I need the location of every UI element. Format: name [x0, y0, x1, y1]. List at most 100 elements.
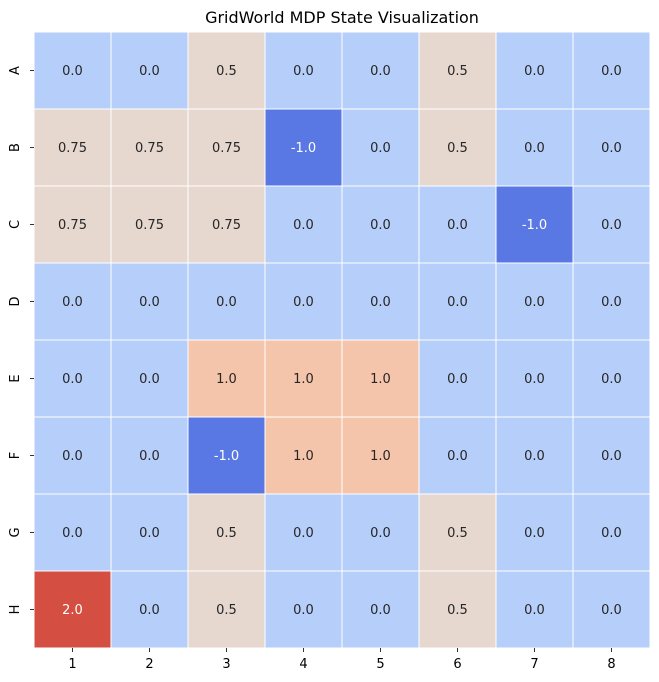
x-axis-ticks: 1 2 3 4 5 6 7 8: [68, 648, 616, 672]
cell-value-label: 0.0: [370, 64, 391, 79]
heatmap-cell: [495, 493, 574, 572]
cell-value-label: 0.0: [447, 449, 468, 464]
cell-value-label: 1.0: [370, 449, 391, 464]
cell-value-label: 0.0: [447, 372, 468, 387]
y-tick-label: C: [8, 220, 23, 229]
cell-value-label: 0.0: [139, 372, 160, 387]
x-tick-label: 8: [607, 657, 615, 672]
cell-value-label: 0.0: [293, 603, 314, 618]
heatmap-cell: [418, 108, 497, 187]
cell-value-label: 0.0: [62, 64, 83, 79]
y-tick-label: B: [8, 143, 23, 152]
heatmap-cell: [187, 416, 266, 495]
cell-value-label: 0.5: [447, 526, 468, 541]
heatmap-cell: [495, 262, 574, 341]
heatmap-cell: [572, 185, 651, 264]
heatmap-cell: [187, 493, 266, 572]
cell-value-label: 0.75: [212, 218, 241, 233]
cell-value-label: 0.0: [447, 295, 468, 310]
heatmap-cell: [341, 339, 420, 418]
cell-value-label: 1.0: [370, 372, 391, 387]
heatmap-cell: [572, 416, 651, 495]
cell-value-label: 0.75: [58, 141, 87, 156]
cell-value-label: 0.0: [293, 295, 314, 310]
x-tick-label: 7: [530, 657, 538, 672]
cell-value-label: 0.0: [62, 449, 83, 464]
cell-value-label: 0.0: [293, 218, 314, 233]
cell-value-label: 0.5: [447, 141, 468, 156]
y-tick-label: H: [8, 605, 23, 615]
heatmap-cell: [341, 493, 420, 572]
x-tick-label: 5: [376, 657, 384, 672]
heatmap-cells: [33, 31, 651, 649]
cell-value-label: 0.0: [524, 603, 545, 618]
cell-value-label: 0.0: [293, 526, 314, 541]
cell-value-label: 0.75: [135, 141, 164, 156]
cell-value-label: 0.0: [601, 218, 622, 233]
heatmap-cell: [495, 339, 574, 418]
cell-value-label: 0.0: [524, 64, 545, 79]
heatmap-cell: [418, 493, 497, 572]
heatmap-cell: [264, 262, 343, 341]
cell-value-label: 0.0: [139, 295, 160, 310]
y-tick-label: G: [8, 527, 23, 537]
cell-value-label: 0.0: [524, 526, 545, 541]
cell-value-label: -1.0: [522, 218, 547, 233]
x-tick-label: 1: [68, 657, 76, 672]
cell-value-label: 0.0: [447, 218, 468, 233]
cell-value-label: 0.0: [601, 449, 622, 464]
cell-value-label: 0.0: [524, 372, 545, 387]
x-tick-label: 2: [145, 657, 153, 672]
cell-value-label: 0.0: [370, 526, 391, 541]
heatmap-cell: [33, 262, 112, 341]
cell-value-label: 0.0: [601, 603, 622, 618]
cell-value-label: 0.0: [139, 64, 160, 79]
cell-value-label: 0.5: [447, 64, 468, 79]
y-tick-label: E: [8, 374, 23, 382]
cell-value-label: 0.0: [601, 372, 622, 387]
heatmap-value-labels: 0.0 0.0 0.5 0.0 0.0 0.5 0.0 0.0 0.75 0.75 0.75 -1.0…: [58, 64, 622, 618]
heatmap-cell: [341, 262, 420, 341]
cell-value-label: 0.5: [447, 603, 468, 618]
heatmap-cell: [418, 339, 497, 418]
heatmap-cell: [264, 31, 343, 110]
heatmap-cell: [495, 185, 574, 264]
cell-value-label: 0.0: [139, 603, 160, 618]
cell-value-label: 0.0: [601, 295, 622, 310]
heatmap-cell: [418, 185, 497, 264]
cell-value-label: 1.0: [293, 372, 314, 387]
cell-value-label: 0.0: [524, 295, 545, 310]
cell-value-label: 0.0: [139, 449, 160, 464]
x-tick-label: 6: [453, 657, 461, 672]
cell-value-label: 0.0: [370, 218, 391, 233]
cell-value-label: 0.75: [212, 141, 241, 156]
heatmap-cell: [572, 108, 651, 187]
cell-value-label: 0.0: [139, 526, 160, 541]
x-tick-label: 4: [299, 657, 307, 672]
heatmap-cell: [264, 339, 343, 418]
y-tick-label: D: [8, 296, 23, 306]
heatmap-cell: [187, 570, 266, 649]
heatmap-cell: [572, 570, 651, 649]
heatmap-cell: [110, 185, 189, 264]
heatmap-cell: [187, 339, 266, 418]
x-tick-label: 3: [222, 657, 230, 672]
cell-value-label: 0.0: [601, 526, 622, 541]
cell-value-label: 0.0: [62, 372, 83, 387]
heatmap-cell: [110, 493, 189, 572]
cell-value-label: 0.0: [601, 64, 622, 79]
heatmap-cell: [264, 108, 343, 187]
heatmap-cell: [341, 570, 420, 649]
cell-value-label: 0.0: [62, 526, 83, 541]
heatmap-cell: [33, 31, 112, 110]
cell-value-label: 0.0: [524, 449, 545, 464]
heatmap-cell: [33, 493, 112, 572]
cell-value-label: 1.0: [293, 449, 314, 464]
heatmap-cell: [110, 108, 189, 187]
heatmap-cell: [341, 31, 420, 110]
heatmap-cell: [187, 262, 266, 341]
y-tick-label: A: [8, 66, 23, 75]
heatmap-cell: [495, 416, 574, 495]
cell-value-label: 1.0: [216, 372, 237, 387]
heatmap-cell: [341, 185, 420, 264]
